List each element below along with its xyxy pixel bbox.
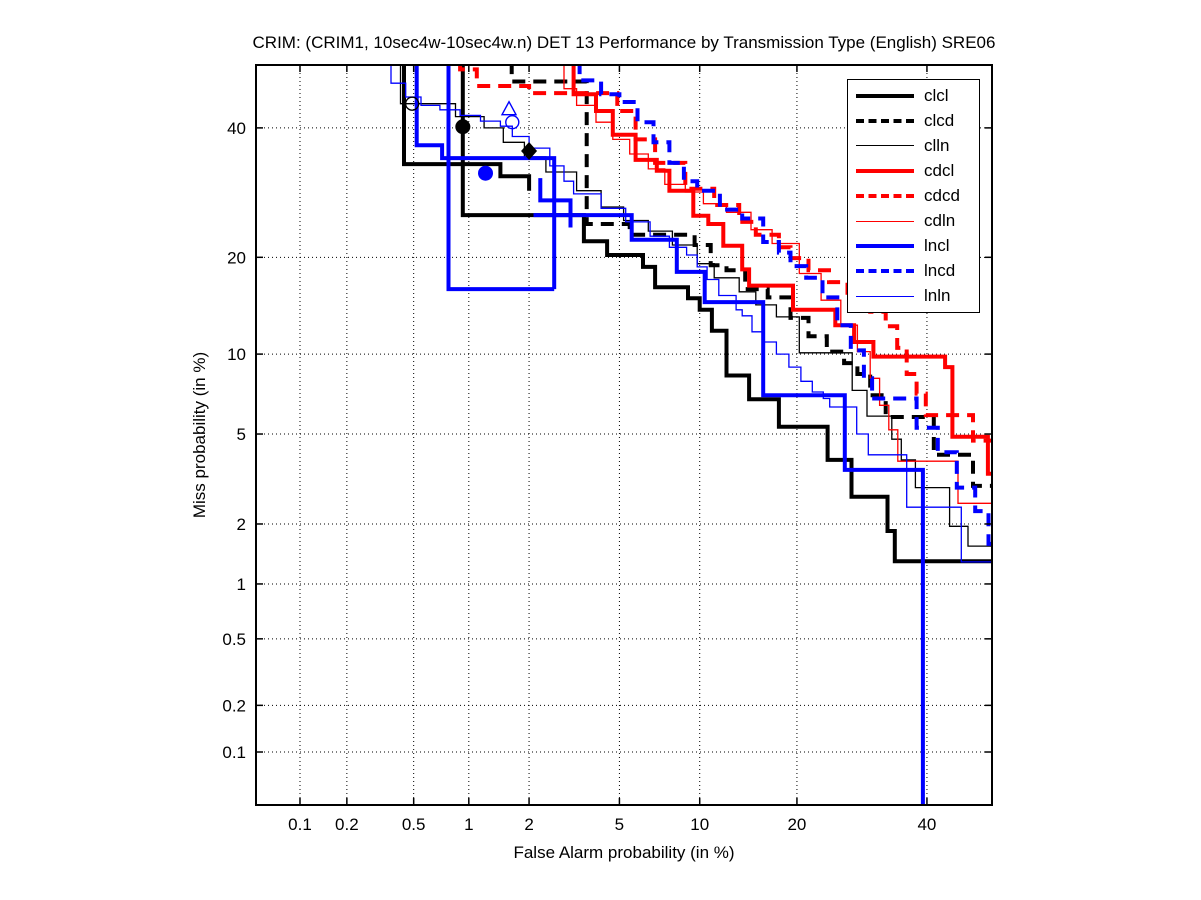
curve-clcd [509, 65, 992, 488]
legend-label-cdcl: cdcl [924, 160, 955, 180]
legend-line-sample-cdcl [856, 168, 914, 173]
legend-line-sample-lnln [856, 295, 914, 297]
black-filled-diamond-marker [521, 142, 538, 161]
legend-line-sample-lncd [856, 269, 914, 274]
legend-label-cdcd: cdcd [924, 185, 960, 205]
curve-cdcd [458, 65, 992, 443]
curve-lncl [446, 65, 555, 292]
legend-label-lncl: lncl [924, 236, 950, 256]
y-tick-label: 0.1 [222, 743, 246, 762]
plot-border [255, 64, 993, 806]
legend-box: clcl clcd clln cdcl cdcd cdln lncl lncd lnln [847, 79, 980, 313]
x-tick-label: 0.2 [335, 815, 359, 834]
curve-lnln [390, 65, 992, 563]
x-tick-label: 40 [917, 815, 936, 834]
chart-title: CRIM: (CRIM1, 10sec4w-10sec4w.n) DET 13 … [252, 33, 996, 52]
x-tick-label: 0.5 [402, 815, 426, 834]
legend-item-lnln: lnln [848, 284, 979, 308]
x-tick-label: 0.1 [288, 815, 312, 834]
x-tick-label: 5 [615, 815, 624, 834]
x-tick-label: 2 [524, 815, 533, 834]
y-tick-label: 5 [237, 425, 246, 444]
legend-line-sample-cdln [856, 220, 914, 222]
legend-item-lncd: lncd [848, 259, 979, 283]
legend-line-sample-clcl [856, 93, 914, 98]
legend-label-clln: clln [924, 135, 950, 155]
y-tick-label: 10 [227, 345, 246, 364]
tick-marks [256, 65, 992, 805]
curve-clcl [402, 65, 532, 191]
curve-cdcl [571, 65, 992, 476]
blue-open-circle-marker [505, 115, 520, 130]
legend-label-lncd: lncd [924, 261, 956, 281]
legend-item-clln: clln [848, 134, 979, 158]
legend-item-lncl: lncl [848, 234, 979, 258]
blue-open-triangle-marker [500, 100, 518, 116]
curve-clln [399, 65, 992, 547]
legend-label-clcd: clcd [924, 110, 955, 130]
black-open-circle-marker [404, 96, 420, 111]
y-axis-label: Miss probability (in %) [190, 351, 209, 519]
legend-line-sample-clcd [856, 118, 914, 123]
y-tick-label: 0.5 [222, 630, 246, 649]
markers [404, 96, 538, 181]
curve-cdln [563, 65, 992, 504]
legend-label-cdln: cdln [924, 211, 956, 231]
y-tick-label: 20 [227, 248, 246, 267]
legend-label-clcl: clcl [924, 85, 949, 105]
curve-lncl [533, 213, 925, 805]
x-tick-label: 20 [787, 815, 806, 834]
legend-line-sample-lncl [856, 244, 914, 249]
legend-line-sample-clln [856, 145, 914, 147]
curve-lncl [414, 65, 557, 290]
legend-item-cdln: cdln [848, 209, 979, 233]
legend-item-cdcl: cdcl [848, 159, 979, 183]
curve-clcl [460, 65, 992, 564]
legend-item-cdcd: cdcd [848, 184, 979, 208]
legend-item-clcd: clcd [848, 109, 979, 133]
x-tick-label: 1 [464, 815, 473, 834]
curves [390, 65, 992, 805]
x-tick-label: 10 [690, 815, 709, 834]
legend-item-clcl: clcl [848, 84, 979, 108]
black-filled-circle-marker [455, 119, 471, 135]
blue-filled-circle-marker [478, 165, 494, 181]
gridlines [256, 65, 992, 805]
y-tick-label: 2 [237, 515, 246, 534]
legend-label-lnln: lnln [924, 286, 951, 306]
curve-lncd [577, 65, 992, 546]
x-axis-label: False Alarm probability (in %) [513, 843, 735, 862]
legend-line-sample-cdcd [856, 193, 914, 198]
y-tick-label: 40 [227, 119, 246, 138]
y-tick-label: 0.2 [222, 696, 246, 715]
y-tick-label: 1 [237, 575, 246, 594]
